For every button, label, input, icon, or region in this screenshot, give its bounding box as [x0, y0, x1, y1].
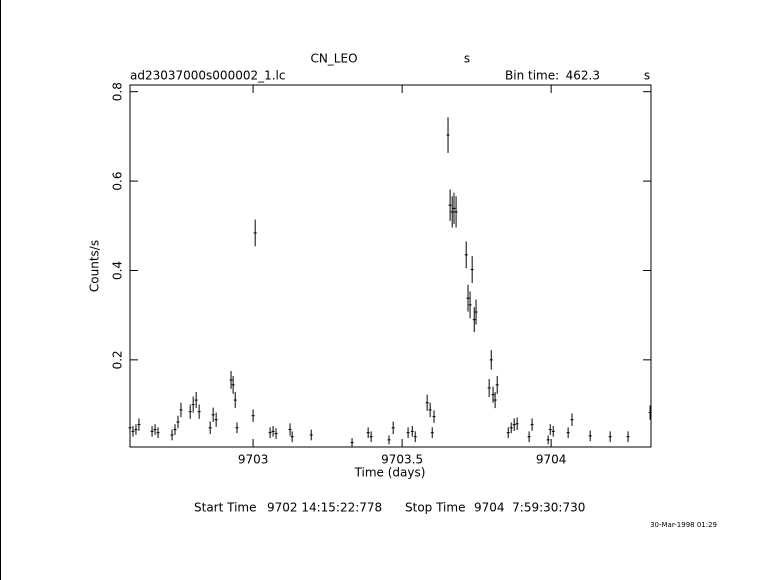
bin-time: 462.3 — [566, 69, 600, 83]
start-time: 9702 14:15:22:778 — [267, 501, 382, 515]
bin-time-label: Bin time: — [505, 69, 559, 83]
x-tick-label: 9704 — [536, 453, 567, 467]
x-tick-label: 9703 — [238, 453, 269, 467]
y-tick-label: 0.4 — [111, 261, 125, 280]
plot-frame — [129, 84, 652, 448]
y-tick-label: 0.2 — [111, 350, 125, 369]
start-label: Start Time — [194, 501, 257, 515]
x-axis-label: Time (days) — [354, 466, 426, 480]
chart-title: CN_LEO — [310, 52, 357, 66]
y-axis-label: Counts/s — [88, 240, 102, 292]
y-tick-label: 0.6 — [111, 172, 125, 191]
stop-time: 9704 7:59:30:730 — [474, 501, 585, 515]
title-unit: s — [464, 52, 470, 66]
x-tick-label: 9703.5 — [381, 453, 423, 467]
file-name: ad23037000s000002_1.lc — [130, 69, 286, 83]
stop-label: Stop Time — [405, 501, 465, 515]
y-tick-label: 0.8 — [111, 82, 125, 101]
bin-time-unit: s — [644, 69, 650, 83]
timestamp: 30-Mar-1998 01:29 — [650, 521, 717, 529]
